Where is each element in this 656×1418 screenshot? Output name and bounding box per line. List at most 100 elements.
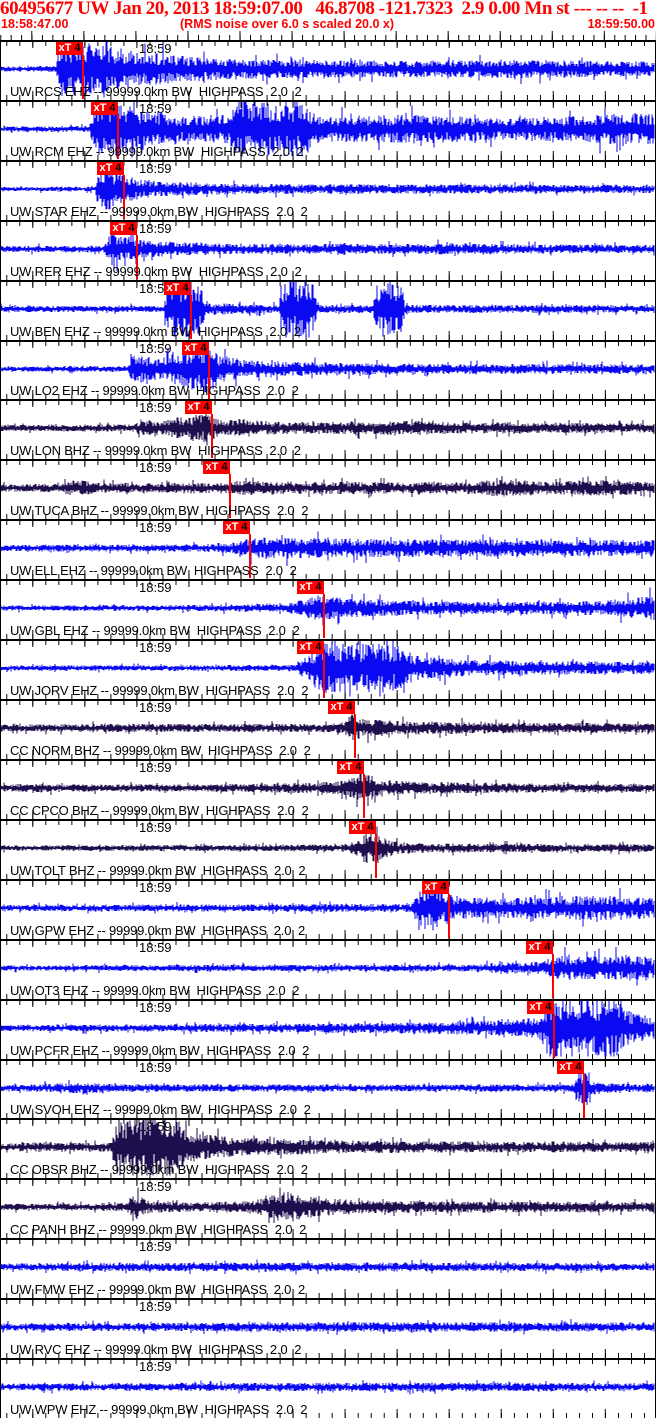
pick-line[interactable]: [190, 294, 192, 339]
minute-label: 18:59: [139, 939, 172, 955]
pick-line[interactable]: [208, 354, 210, 399]
trace-row[interactable]: 18:59 UW FMW EHZ -- 99999.0km BW HIGHPASS…: [0, 1238, 656, 1299]
waveform[interactable]: [1, 880, 655, 939]
event-header-title: 60495677 UW Jan 20, 2013 18:59:07.00 46.…: [0, 0, 648, 19]
pick-line[interactable]: [123, 174, 125, 219]
waveform[interactable]: [1, 1300, 655, 1358]
station-label: UW LON BHZ -- 99999.0km BW HIGHPASS 2.0 …: [10, 443, 301, 459]
pick-line[interactable]: [323, 654, 325, 699]
pick-line[interactable]: [323, 594, 325, 639]
waveform[interactable]: [1, 581, 655, 639]
minute-label: 18:59: [139, 1179, 172, 1195]
pick-line[interactable]: [82, 55, 84, 99]
pick-flag[interactable]: xT 4: [91, 101, 118, 115]
trace-row[interactable]: 18:59 xT 4 UW RCM EHZ -- 99999.0km BW HIGH…: [0, 99, 656, 160]
pick-line[interactable]: [249, 534, 251, 579]
waveform[interactable]: [1, 521, 655, 579]
waveform[interactable]: [1, 1180, 655, 1238]
waveform[interactable]: [1, 401, 655, 459]
waveform[interactable]: [1, 821, 655, 879]
pick-line[interactable]: [375, 833, 377, 878]
pick-flag[interactable]: xT 4: [422, 880, 449, 894]
trace-row[interactable]: 18:59 xT 4 UW BEN EHZ -- 99999.0km BW HIGH…: [0, 279, 656, 340]
pick-flag[interactable]: xT 4: [223, 521, 250, 535]
minute-label: 18:59: [139, 999, 172, 1015]
pick-flag[interactable]: xT 4: [297, 641, 324, 655]
trace-row[interactable]: 18:59 xT 4 UW LON BHZ -- 99999.0km BW HIGH…: [0, 399, 656, 460]
waveform[interactable]: [1, 42, 655, 100]
minute-label: 18:59: [139, 819, 172, 835]
trace-row[interactable]: 18:59 xT 4 UW GBL EHZ -- 99999.0km BW HIGH…: [0, 579, 656, 640]
trace-row[interactable]: 18:59 xT 4 UW PCFR EHZ -- 99999.0km BW HIG…: [0, 998, 656, 1059]
pick-line[interactable]: [136, 234, 138, 279]
trace-row[interactable]: 18:59 xT 4 UW RER EHZ -- 99999.0km BW HIGH…: [0, 219, 656, 280]
pick-flag[interactable]: xT 4: [337, 760, 364, 774]
trace-row[interactable]: 18:59 xT 4 UW TUCA BHZ -- 99999.0km BW HIG…: [0, 459, 656, 520]
waveform[interactable]: [1, 101, 655, 160]
waveform[interactable]: [1, 281, 655, 340]
pick-flag[interactable]: xT 4: [349, 820, 376, 834]
trace-row[interactable]: 18:59 xT 4 UW JORV EHZ -- 99999.0km BW HIG…: [0, 639, 656, 700]
pick-flag[interactable]: xT 4: [328, 701, 355, 715]
pick-line[interactable]: [363, 773, 365, 818]
waveform[interactable]: [1, 461, 655, 519]
pick-flag-scale: xT: [330, 701, 347, 714]
waveform[interactable]: [1, 1000, 655, 1059]
pick-flag[interactable]: xT 4: [110, 221, 137, 235]
pick-line[interactable]: [211, 414, 213, 459]
trace-row[interactable]: 18:59 xT 4 CC CPCO BHZ -- 99999.0km BW HIG…: [0, 758, 656, 819]
waveform[interactable]: [1, 1061, 655, 1119]
trace-row[interactable]: 18:59 xT 4 UW RCS EHZ -- 99999.0km BW HIGH…: [0, 40, 656, 100]
pick-flag[interactable]: xT 4: [203, 461, 230, 475]
trace-row[interactable]: 18:59 xT 4 UW LO2 EHZ -- 99999.0km BW HIGH…: [0, 339, 656, 400]
pick-flag[interactable]: xT 4: [164, 281, 191, 295]
waveform[interactable]: [1, 341, 655, 400]
trace-row[interactable]: 18:59 xT 4 UW GPW EHZ -- 99999.0km BW HIGH…: [0, 878, 656, 939]
pick-flag-weight: 4: [221, 461, 228, 474]
trace-row[interactable]: 18:59 xT 4 UW STAR EHZ -- 99999.0km BW HIG…: [0, 159, 656, 220]
pick-line[interactable]: [229, 474, 231, 519]
window-start-time: 18:58:47.00: [1, 17, 69, 31]
pick-flag[interactable]: xT 4: [185, 401, 212, 415]
trace-row[interactable]: 18:59 xT 4 UW ELL EHZ -- 99999.0km BW HIGH…: [0, 519, 656, 580]
pick-line[interactable]: [552, 953, 554, 998]
pick-flag[interactable]: xT 4: [527, 1000, 554, 1014]
trace-row[interactable]: 18:59 xT 4 UW TOLT BHZ -- 99999.0km BW HIG…: [0, 818, 656, 879]
waveform[interactable]: [1, 1360, 655, 1418]
pick-flag-scale: xT: [187, 401, 204, 414]
pick-line[interactable]: [354, 714, 356, 759]
minute-label: 18:59: [139, 759, 172, 775]
pick-flag[interactable]: xT 4: [182, 341, 209, 355]
pick-flag[interactable]: xT 4: [557, 1060, 584, 1074]
waveform[interactable]: [1, 641, 655, 699]
pick-line[interactable]: [553, 1013, 555, 1058]
trace-row[interactable]: 18:59 xT 4 UW OT3 EHZ -- 99999.0km BW HIGH…: [0, 938, 656, 999]
pick-flag-weight: 4: [200, 341, 207, 354]
station-label: UW RVC EHZ -- 99999.0km BW HIGHPASS 2.0 …: [10, 1342, 302, 1358]
minute-label: 18:59: [139, 879, 172, 895]
pick-line[interactable]: [448, 893, 450, 938]
minute-label: 18:59: [139, 280, 172, 296]
pick-flag[interactable]: xT 4: [97, 161, 124, 175]
waveform[interactable]: [1, 222, 655, 280]
trace-row[interactable]: 18:59 xT 4 CC NORM BHZ -- 99999.0km BW HIG…: [0, 699, 656, 759]
waveform[interactable]: [1, 701, 655, 759]
pick-flag[interactable]: xT 4: [526, 940, 553, 954]
waveform[interactable]: [1, 162, 655, 220]
pick-line[interactable]: [117, 114, 119, 159]
pick-flag[interactable]: xT 4: [297, 581, 324, 595]
trace-row[interactable]: 18:59 CC PANH BHZ -- 99999.0km BW HIGHPAS…: [0, 1178, 656, 1239]
trace-row[interactable]: 18:59 CC OBSR BHZ -- 99999.0km BW HIGHPAS…: [0, 1118, 656, 1179]
pick-flag-scale: xT: [351, 820, 368, 833]
waveform[interactable]: [1, 1120, 655, 1178]
station-label: UW TUCA BHZ -- 99999.0km BW HIGHPASS 2.0…: [10, 503, 309, 519]
station-label: UW OT3 EHZ -- 99999.0km BW HIGHPASS 2.0 …: [10, 982, 300, 998]
trace-row[interactable]: 18:59 UW WPW EHZ -- 99999.0km BW HIGHPASS…: [0, 1358, 656, 1418]
waveform[interactable]: [1, 941, 655, 999]
trace-row[interactable]: 18:59 xT 4 UW SVOH EHZ -- 99999.0km BW HIG…: [0, 1058, 656, 1119]
waveform[interactable]: [1, 1240, 655, 1298]
pick-line[interactable]: [583, 1073, 585, 1118]
pick-flag[interactable]: xT 4: [56, 42, 83, 55]
trace-row[interactable]: 18:59 UW RVC EHZ -- 99999.0km BW HIGHPASS…: [0, 1298, 656, 1359]
